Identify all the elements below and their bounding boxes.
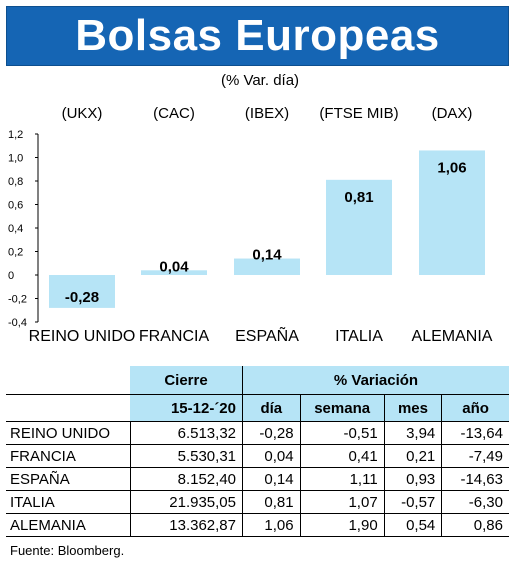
category-label: FRANCIA [138, 328, 210, 345]
table-cell: -0,28 [242, 421, 301, 445]
table-cell: 0,21 [383, 444, 442, 468]
header-semana: semana [299, 394, 385, 422]
y-tick-label: 0,6 [8, 200, 23, 212]
bar-value-label: 0,81 [344, 189, 373, 206]
table-cell: 0,81 [242, 490, 301, 514]
table-cell: 0,54 [383, 513, 442, 537]
table-cell: 13.362,87 [129, 513, 243, 537]
table-cell: 1,11 [299, 467, 385, 491]
table-cell: -7,49 [441, 444, 509, 468]
source-note: Fuente: Bloomberg. [10, 543, 125, 558]
y-tick-label: 0,8 [8, 176, 23, 188]
ticker-label: (FTSE MIB) [319, 105, 399, 122]
data-table: Cierre % Variación 15-12-´20 día semana … [6, 366, 509, 537]
ticker-label: (DAX) [431, 105, 473, 122]
category-labels: REINO UNIDO FRANCIA ESPAÑA ITALIA ALEMANIA [0, 328, 520, 350]
header-variacion: % Variación [242, 366, 509, 395]
bar-value-label: 0,04 [159, 258, 189, 275]
title: Bolsas Europeas [75, 11, 440, 60]
ticker-label: (IBEX) [244, 105, 290, 122]
table-cell: 1,90 [299, 513, 385, 537]
y-tick-label: -0,2 [8, 294, 27, 306]
bar-value-label: 0,14 [252, 247, 282, 264]
table-cell: 5.530,31 [129, 444, 243, 468]
table-row: ALEMANIA 13.362,87 1,06 1,90 0,54 0,86 [6, 513, 509, 537]
bar [419, 150, 485, 275]
bar [141, 270, 207, 275]
table-cell: -0,57 [383, 490, 442, 514]
table-cell: -6,30 [441, 490, 509, 514]
row-label: REINO UNIDO [6, 421, 130, 445]
category-label: ITALIA [335, 328, 383, 345]
title-banner: Bolsas Europeas [6, 6, 509, 66]
table-cell: 0,86 [441, 513, 509, 537]
bar-chart: -0,4 -0,2 0 0,2 0,4 0,6 0,8 1,0 1,2 -0,28 0,04 0,14… [8, 129, 485, 329]
table-cell: 1,07 [299, 490, 385, 514]
y-tick-label: 1,2 [8, 129, 23, 141]
table-cell: 8.152,40 [129, 467, 243, 491]
category-label: REINO UNIDO [28, 328, 136, 345]
y-tick-label: 0,2 [8, 247, 23, 259]
table-cell: 0,14 [242, 467, 301, 491]
table-row: FRANCIA 5.530,31 0,04 0,41 0,21 -7,49 [6, 444, 509, 468]
bar-value-label: -0,28 [65, 289, 99, 306]
bar [234, 258, 300, 275]
header-cierre: Cierre [130, 366, 243, 395]
bar [49, 275, 115, 308]
row-label: ITALIA [6, 490, 130, 514]
bar-value-label: 1,06 [437, 159, 466, 176]
y-tick-label: -0,4 [8, 317, 27, 329]
row-label: ALEMANIA [6, 513, 130, 537]
table-cell: -13,64 [441, 421, 509, 445]
row-label: ESPAÑA [6, 467, 130, 491]
category-label: ALEMANIA [411, 328, 493, 345]
table-cell: 3,94 [383, 421, 442, 445]
table-cell: -0,51 [299, 421, 385, 445]
table-cell: 6.513,32 [129, 421, 243, 445]
corner-cell [6, 366, 130, 395]
table-cell: -14,63 [441, 467, 509, 491]
ticker-label: (CAC) [153, 105, 195, 122]
table-row: ITALIA 21.935,05 0,81 1,07 -0,57 -6,30 [6, 490, 509, 514]
header-dia: día [242, 394, 301, 422]
header-ano: año [441, 394, 509, 422]
row-label: FRANCIA [6, 444, 130, 468]
y-tick-label: 1,0 [8, 153, 23, 165]
y-tick-label: 0 [8, 270, 14, 282]
table-cell: 0,04 [242, 444, 301, 468]
header-mes: mes [383, 394, 442, 422]
table-row: REINO UNIDO 6.513,32 -0,28 -0,51 3,94 -13,64 [6, 421, 509, 445]
table-row: ESPAÑA 8.152,40 0,14 1,11 0,93 -14,63 [6, 467, 509, 491]
header-date: 15-12-´20 [130, 394, 243, 422]
corner-cell-2 [6, 394, 130, 422]
y-tick-label: 0,4 [8, 223, 23, 235]
table-cell: 0,41 [299, 444, 385, 468]
table-cell: 21.935,05 [129, 490, 243, 514]
table-cell: 1,06 [242, 513, 301, 537]
bar [326, 179, 392, 275]
ticker-row: (UKX) (CAC) (IBEX) (FTSE MIB) (DAX) [0, 105, 520, 125]
ticker-label: (UKX) [61, 105, 103, 122]
subtitle: (% Var. día) [220, 72, 300, 89]
category-label: ESPAÑA [235, 328, 299, 345]
table-cell: 0,93 [383, 467, 442, 491]
